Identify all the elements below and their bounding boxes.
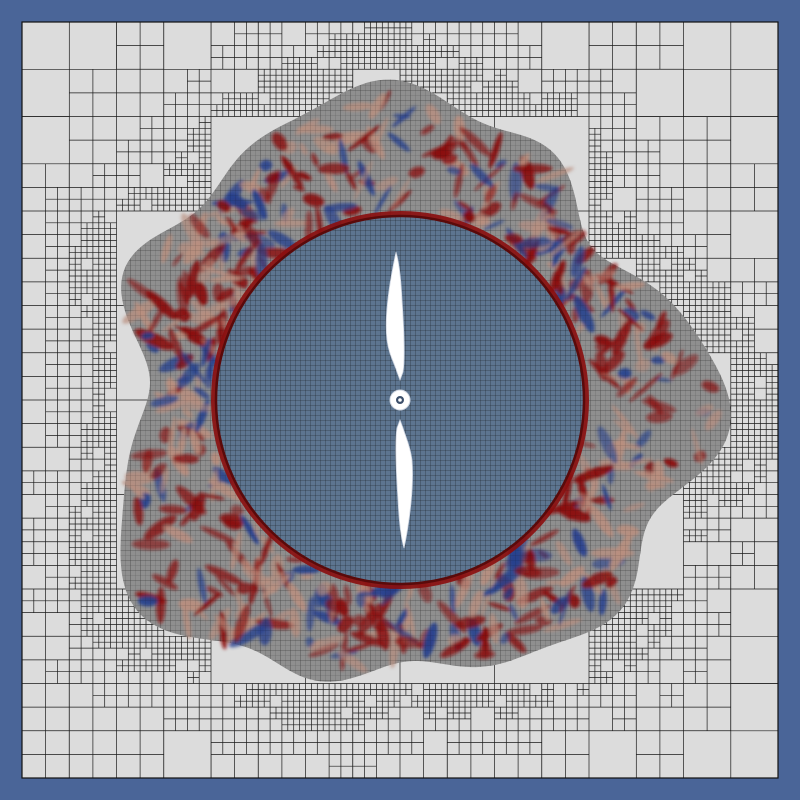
mesh-cells (22, 22, 778, 778)
blade-lower-icon (395, 418, 413, 549)
tip-vortex-ring (211, 211, 589, 589)
blade-upper-icon (385, 251, 405, 382)
domain-border (21, 21, 779, 779)
coarse-mesh (22, 22, 778, 778)
propeller-icon (385, 251, 413, 549)
